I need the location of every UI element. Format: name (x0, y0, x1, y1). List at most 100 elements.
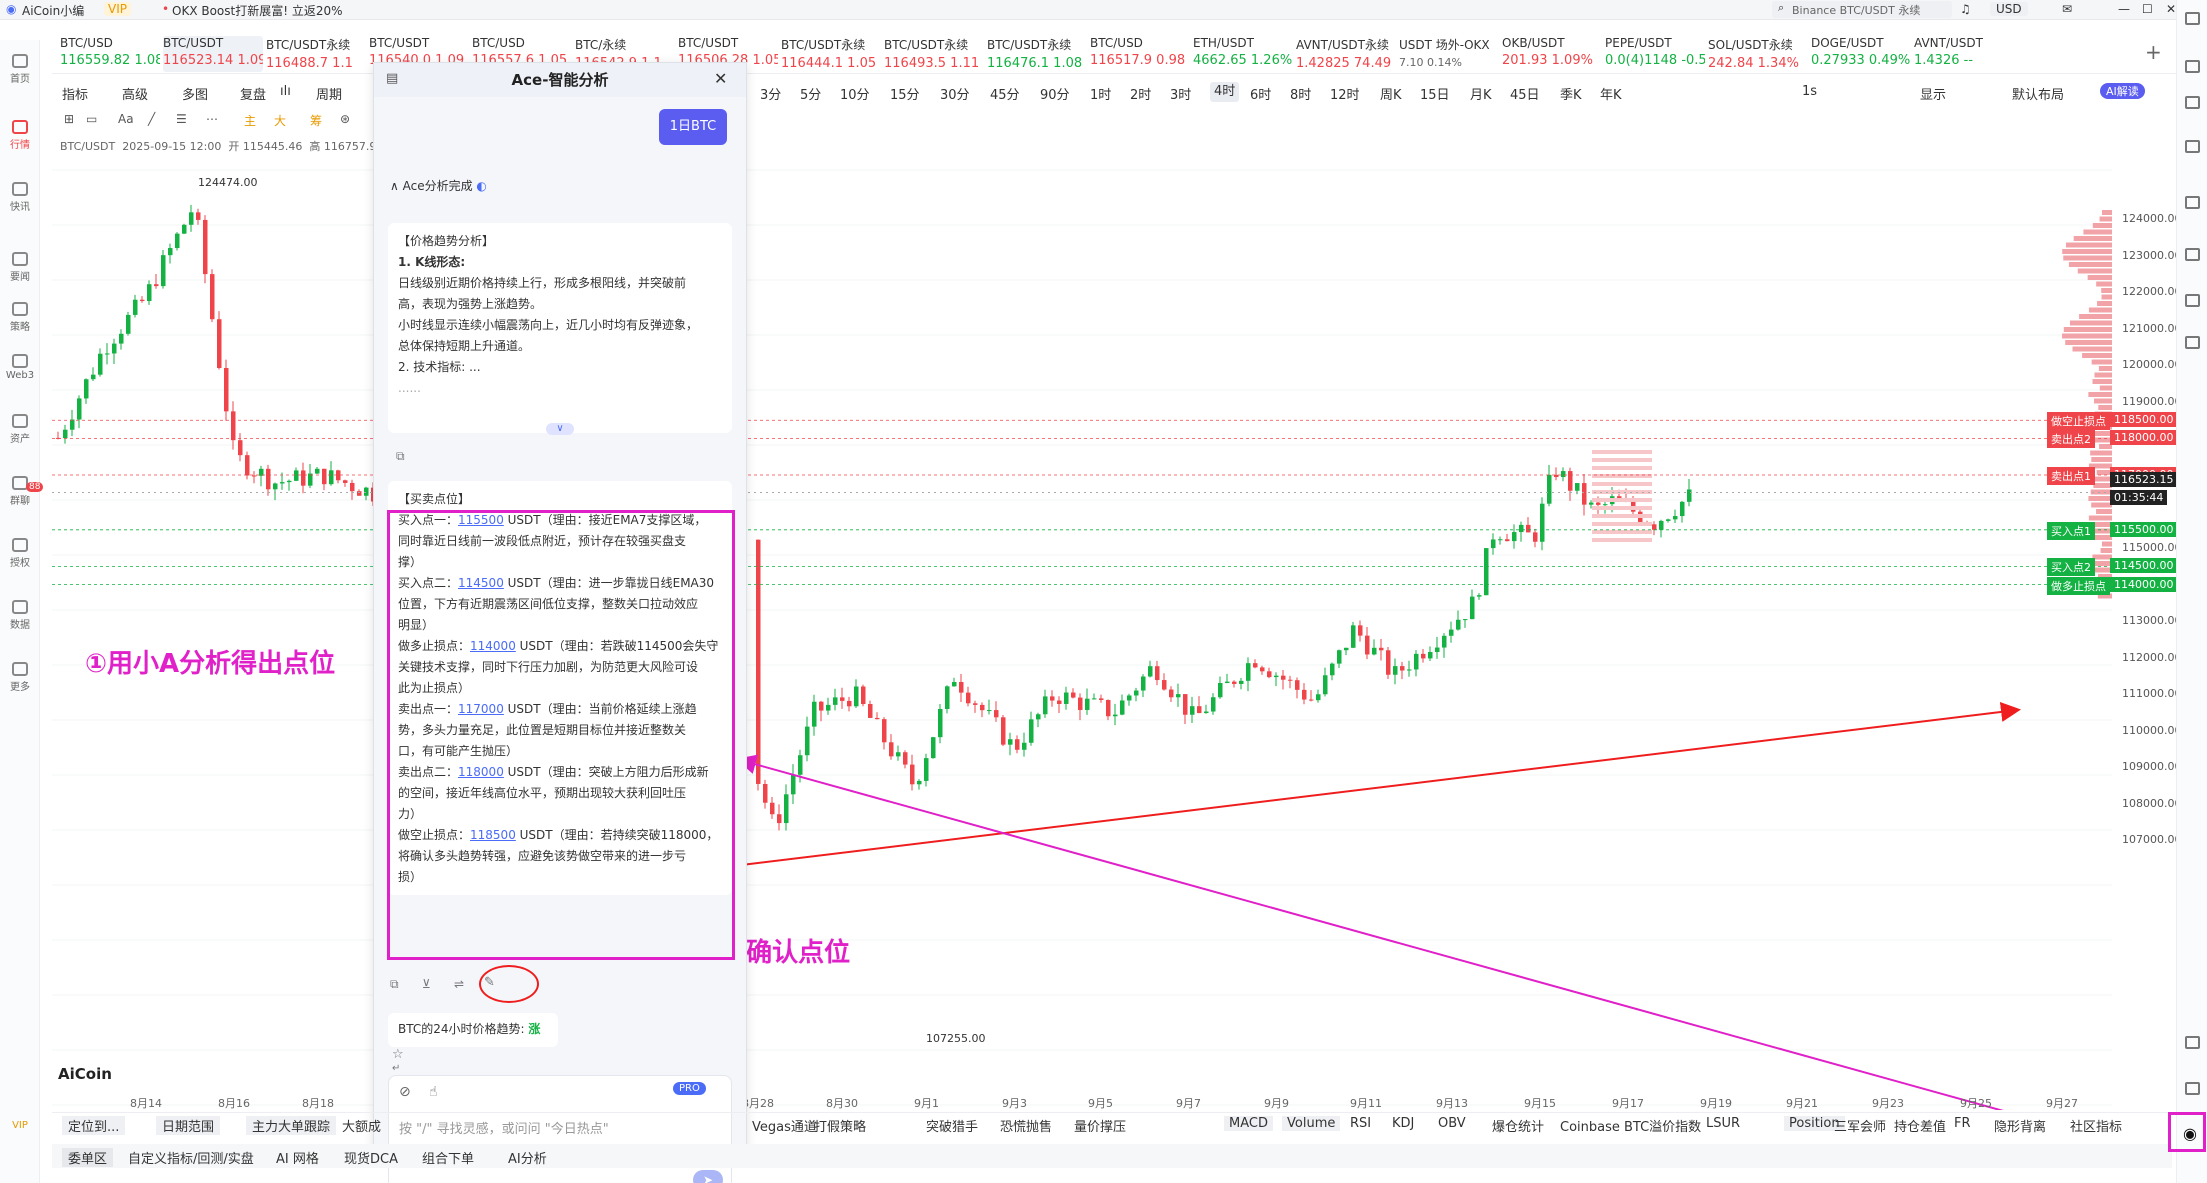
nav-item-8[interactable]: 授权 (0, 538, 40, 569)
search-input[interactable]: Binance BTC/USDT 永续 (1792, 4, 1921, 17)
nav-item-6[interactable]: 资产 (0, 414, 40, 445)
bottom-tool-1[interactable]: 日期范围 (156, 1116, 221, 1135)
add-ticker-icon[interactable]: + (2145, 40, 2162, 64)
indicator-13[interactable]: 社区指标 (2070, 1120, 2123, 1135)
sidebar-tool-icon[interactable] (2185, 248, 2200, 261)
sidebar-tool-icon[interactable] (2185, 96, 2200, 109)
indicator-3[interactable]: KDJ (1392, 1116, 1415, 1131)
price-link[interactable]: 114000 (470, 639, 516, 653)
promo-link[interactable]: OKX Boost打新展富! 立返20% (172, 4, 343, 18)
strategy-0[interactable]: Vegas通道 (752, 1120, 817, 1135)
ticker-item[interactable]: DOGE/USDT 0.27933 0.49% (1811, 36, 1911, 72)
toolbar-item-1[interactable]: 高级 (122, 88, 149, 103)
toolbar-right-1[interactable]: 显示 (1920, 88, 1947, 103)
status-item-2[interactable]: AI 网格 (276, 1152, 319, 1167)
interval-5[interactable]: 45分 (990, 88, 1020, 103)
toolbar-item-5[interactable]: 周期 (316, 88, 343, 103)
interval-17[interactable]: 45日 (1510, 88, 1540, 103)
status-item-3[interactable]: 现货DCA (344, 1152, 398, 1167)
indicator-12[interactable]: 隐形背离 (1994, 1120, 2047, 1135)
nav-item-4[interactable]: 策略 (0, 302, 40, 333)
nav-vip[interactable]: VIP (12, 1120, 28, 1131)
status-item-5[interactable]: AI分析 (508, 1152, 547, 1167)
indicator-7[interactable]: LSUR (1706, 1116, 1741, 1131)
indicator-11[interactable]: FR (1954, 1116, 1971, 1131)
ticker-item[interactable]: BTC/USDT永续 116444.1 1.05 (781, 36, 881, 72)
rect-tool-icon[interactable]: ▭ (86, 112, 98, 126)
status-item-0[interactable]: 委单区 (62, 1148, 114, 1167)
price-link[interactable]: 117000 (458, 702, 504, 716)
interval-14[interactable]: 周K (1380, 88, 1402, 103)
interval-3[interactable]: 15分 (890, 88, 920, 103)
sidebar-tool-icon[interactable] (2185, 60, 2200, 73)
indicator-1[interactable]: Volume (1282, 1116, 1341, 1131)
indicator-0[interactable]: MACD (1224, 1116, 1273, 1131)
tool-icon[interactable]: ⊛ (340, 112, 351, 126)
currency-select[interactable]: USD (1990, 2, 2028, 16)
kline-chart[interactable]: BTC/USDT 2025-09-15 12:00 开 115445.46 高 … (52, 110, 2182, 1110)
indicator-6[interactable]: Coinbase BTC溢价指数 (1560, 1120, 1702, 1135)
nav-item-10[interactable]: 更多 (0, 662, 40, 693)
panel-close-icon[interactable]: ✕ (714, 69, 728, 88)
sidebar-tool-icon[interactable] (2185, 336, 2200, 349)
sidebar-tool-icon[interactable] (2185, 12, 2200, 25)
interval-2[interactable]: 10分 (840, 88, 870, 103)
robot-icon[interactable]: ◉ (2183, 1124, 2197, 1143)
interval-16[interactable]: 月K (1470, 88, 1492, 103)
bottom-tool-0[interactable]: 定位到... (62, 1116, 126, 1135)
indicator-4[interactable]: OBV (1438, 1116, 1466, 1131)
close-icon[interactable]: ✕ (2166, 2, 2177, 16)
sidebar-tool-icon[interactable] (2185, 140, 2200, 153)
big-order-button[interactable]: 大 (274, 114, 287, 128)
send-icon[interactable]: ➤ (693, 1170, 723, 1183)
status-item-1[interactable]: 自定义指标/回测/实盘 (128, 1152, 254, 1167)
indicator-2[interactable]: RSI (1350, 1116, 1372, 1131)
nav-item-2[interactable]: 快讯 (0, 182, 40, 213)
strategy-3[interactable]: 恐慌抛售 (1000, 1120, 1053, 1135)
ticker-item[interactable]: BTC/USDT永续 116493.5 1.11 (884, 36, 984, 72)
interval-8[interactable]: 2时 (1130, 88, 1152, 103)
vip-badge[interactable]: VIP (104, 2, 131, 16)
star-icon[interactable]: ☆ (392, 1047, 404, 1062)
interval-0[interactable]: 3分 (760, 88, 782, 103)
interval-4[interactable]: 30分 (940, 88, 970, 103)
hand-icon[interactable]: ☝ (429, 1084, 438, 1100)
interval-7[interactable]: 1时 (1090, 88, 1112, 103)
strategy-4[interactable]: 量价撑压 (1074, 1120, 1127, 1135)
status-item-4[interactable]: 组合下单 (422, 1152, 475, 1167)
nav-item-3[interactable]: 要闻 (0, 252, 40, 283)
interval-18[interactable]: 季K (1560, 88, 1582, 103)
text-tool-icon[interactable]: Aa (118, 112, 134, 126)
ticker-item[interactable]: BTC/USDT永续 116488.7 1.1 (266, 36, 366, 72)
strategy-2[interactable]: 突破猎手 (926, 1120, 979, 1135)
ticker-item[interactable]: OKB/USDT 201.93 1.09% (1502, 36, 1602, 72)
chip-button[interactable]: 筹 (310, 114, 323, 128)
toolbar-right-2[interactable]: 默认布局 (2012, 88, 2065, 103)
ticker-item[interactable]: ETH/USDT 4662.65 1.26% (1193, 36, 1293, 72)
share-icon[interactable]: ⊻ (422, 977, 431, 991)
menu-tool-icon[interactable]: ☰ (176, 112, 187, 126)
ticker-item[interactable]: BTC/USDT永续 116476.1 1.08 (987, 36, 1087, 72)
ticker-item[interactable]: PEPE/USDT 0.0(4)1148 -0.5 (1605, 36, 1705, 72)
interval-6[interactable]: 90分 (1040, 88, 1070, 103)
pro-toggle[interactable]: PRO (673, 1082, 706, 1095)
mail-icon[interactable]: ✉ (2062, 2, 2073, 16)
interval-1[interactable]: 5分 (800, 88, 822, 103)
ticker-item[interactable]: AVNT/USDT永续 1.42825 74.49 (1296, 36, 1396, 72)
more-tool-icon[interactable]: ⋯ (206, 112, 218, 126)
copy-icon-2[interactable]: ⧉ (390, 977, 399, 991)
sidebar-tool-icon[interactable] (2185, 294, 2200, 307)
interval-19[interactable]: 年K (1600, 88, 1622, 103)
compare-icon[interactable]: ⇌ (454, 977, 465, 991)
nav-item-5[interactable]: Web3 (0, 354, 40, 381)
interval-13[interactable]: 12时 (1330, 88, 1360, 103)
chart-type-icon[interactable]: ılı (280, 84, 291, 99)
ticker-item[interactable]: USDT 场外-OKX 7.10 0.14% (1399, 36, 1499, 72)
price-link[interactable]: 118000 (458, 765, 504, 779)
expand-chevron-icon[interactable]: ∨ (546, 423, 574, 435)
sidebar-tool-icon[interactable] (2185, 1082, 2200, 1095)
panel-menu-icon[interactable]: ▤ (386, 71, 399, 86)
price-link[interactable]: 118500 (470, 828, 516, 842)
price-link[interactable]: 115500 (458, 513, 504, 527)
interval-11[interactable]: 6时 (1250, 88, 1272, 103)
